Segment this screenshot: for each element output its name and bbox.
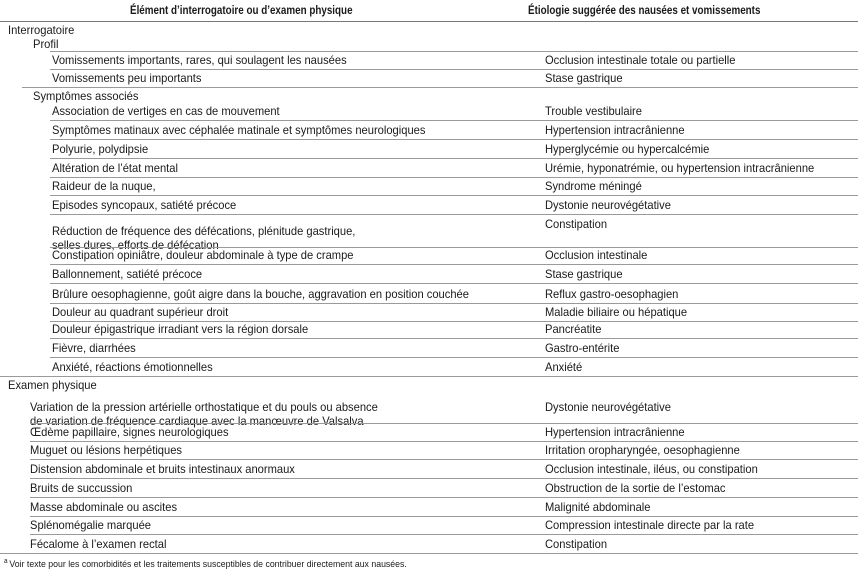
table-cell-element: Brûlure oesophagienne, goût aigre dans l… — [52, 287, 469, 301]
table-cell-element: Polyurie, polydipsie — [52, 142, 149, 156]
table-cell-etiology: Dystonie neurovégétative — [545, 400, 671, 414]
row-divider — [50, 214, 858, 215]
row-divider — [50, 264, 858, 265]
table-cell-etiology: Anxiété — [545, 360, 583, 374]
table-cell-element: Masse abdominale ou ascites — [30, 500, 178, 514]
row-divider — [30, 423, 858, 424]
column-header-etiology: Étiologie suggérée des nausées et vomiss… — [528, 3, 761, 17]
table-cell-element: Variation de la pression artérielle orth… — [30, 400, 378, 428]
table-cell-etiology: Hyperglycémie ou hypercalcémie — [545, 142, 710, 156]
row-divider — [0, 553, 858, 554]
table-cell-element: Vomissements importants, rares, qui soul… — [52, 53, 347, 67]
table-cell-element: Anxiété, réactions émotionnelles — [52, 360, 213, 374]
subsection-heading: Symptômes associés — [33, 89, 139, 103]
table-cell-etiology: Stase gastrique — [545, 267, 623, 281]
table-cell-etiology: Stase gastrique — [545, 71, 623, 85]
footnote-text: Voir texte pour les comorbidités et les … — [9, 559, 407, 570]
row-divider — [50, 357, 858, 358]
table-cell-element: Vomissements peu importants — [52, 71, 202, 85]
row-divider — [0, 376, 858, 377]
table-cell-element: Muguet ou lésions herpétiques — [30, 443, 183, 457]
row-divider — [30, 516, 858, 517]
table-cell-element: Constipation opiniâtre, douleur abdomina… — [52, 248, 354, 262]
table-cell-etiology: Hypertension intracrânienne — [545, 425, 685, 439]
table-cell-etiology: Syndrome méningé — [545, 179, 642, 193]
table-cell-element: Symptômes matinaux avec céphalée matinal… — [52, 123, 426, 137]
table-cell-etiology: Hypertension intracrânienne — [545, 123, 685, 137]
table-cell-element: Association de vertiges en cas de mouvem… — [52, 104, 280, 118]
section-heading: Examen physique — [8, 378, 97, 392]
table-cell-etiology: Reflux gastro-oesophagien — [545, 287, 679, 301]
row-divider — [50, 139, 858, 140]
table-cell-element: Fièvre, diarrhées — [52, 341, 136, 355]
table-cell-etiology: Occlusion intestinale totale ou partiell… — [545, 53, 736, 67]
table-cell-etiology: Obstruction de la sortie de l’estomac — [545, 481, 726, 495]
table-cell-element: Douleur épigastrique irradiant vers la r… — [52, 322, 309, 336]
column-header-element: Élément d’interrogatoire ou d’examen phy… — [130, 3, 353, 17]
row-divider — [30, 497, 858, 498]
table-cell-etiology: Malignité abdominale — [545, 500, 651, 514]
table-cell-etiology: Gastro-entérite — [545, 341, 620, 355]
row-divider — [50, 283, 858, 284]
row-divider — [50, 120, 858, 121]
table-cell-element: Raideur de la nuque, — [52, 179, 156, 193]
row-divider — [50, 303, 858, 304]
row-divider — [50, 69, 858, 70]
table-cell-etiology: Trouble vestibulaire — [545, 104, 642, 118]
table-cell-element: Fécalome à l’examen rectal — [30, 537, 167, 551]
row-divider — [50, 177, 858, 178]
table-cell-element: Œdème papillaire, signes neurologiques — [30, 425, 229, 439]
table-cell-element: Douleur au quadrant supérieur droit — [52, 305, 229, 319]
table-cell-element: Episodes syncopaux, satiété précoce — [52, 198, 237, 212]
table-cell-etiology: Compression intestinale directe par la r… — [545, 518, 755, 532]
row-divider — [50, 158, 858, 159]
table-cell-etiology: Occlusion intestinale, iléus, ou constip… — [545, 462, 758, 476]
table-cell-etiology: Constipation — [545, 537, 608, 551]
table-cell-element: Réduction de fréquence des défécations, … — [52, 224, 356, 252]
row-divider — [50, 247, 858, 248]
table-cell-element: Altération de l’état mental — [52, 161, 178, 175]
row-divider — [22, 87, 858, 88]
footnote: a Voir texte pour les comorbidités et les… — [4, 555, 407, 572]
row-divider — [50, 51, 858, 52]
row-divider — [30, 441, 858, 442]
table-cell-etiology: Urémie, hyponatrémie, ou hypertension in… — [545, 161, 815, 175]
footnote-marker: a — [4, 558, 8, 565]
table-cell-etiology: Dystonie neurovégétative — [545, 198, 671, 212]
row-divider — [30, 478, 858, 479]
table-cell-etiology: Irritation oropharyngée, oesophagienne — [545, 443, 740, 457]
table-cell-etiology: Constipation — [545, 217, 608, 231]
section-heading: Interrogatoire — [8, 23, 75, 37]
row-divider — [50, 321, 858, 322]
row-divider — [50, 338, 858, 339]
table-cell-etiology: Pancréatite — [545, 322, 602, 336]
table-cell-element: Splénomégalie marquée — [30, 518, 151, 532]
table-cell-element: Bruits de succussion — [30, 481, 133, 495]
row-divider — [50, 195, 858, 196]
header-rule — [0, 21, 858, 22]
subsection-heading: Profil — [33, 37, 59, 51]
row-divider — [30, 459, 858, 460]
row-divider — [30, 534, 858, 535]
table-cell-element: Ballonnement, satiété précoce — [52, 267, 203, 281]
table-cell-etiology: Maladie biliaire ou hépatique — [545, 305, 688, 319]
table-cell-element: Distension abdominale et bruits intestin… — [30, 462, 295, 476]
table-cell-etiology: Occlusion intestinale — [545, 248, 648, 262]
